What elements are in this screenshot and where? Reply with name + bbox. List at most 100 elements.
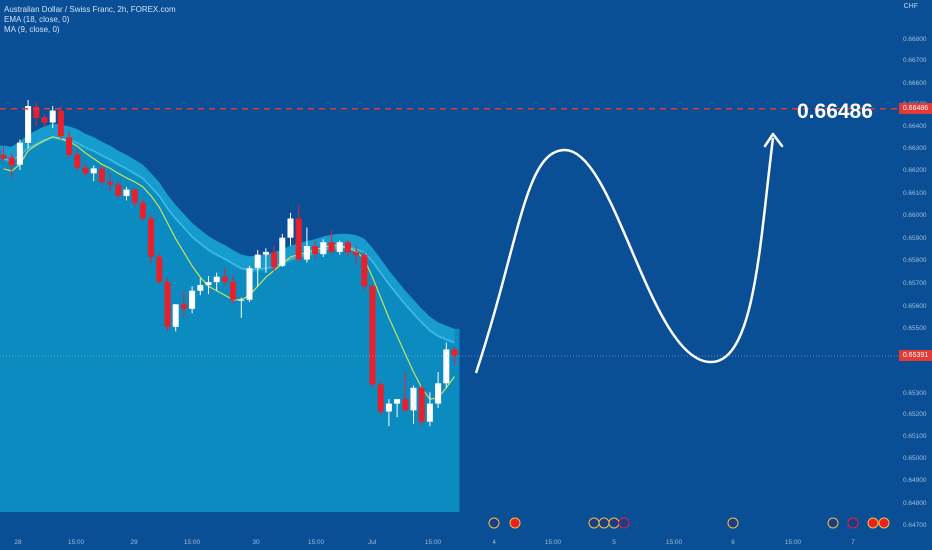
candle — [418, 385, 425, 427]
candle-body — [336, 242, 343, 252]
candle — [279, 233, 286, 268]
y-tick-label: 0.65300 — [903, 390, 927, 397]
candle-body — [41, 117, 48, 123]
candle-body — [205, 282, 212, 286]
candle-body — [0, 154, 7, 159]
candle — [328, 230, 335, 255]
candle-body — [295, 218, 302, 260]
x-tick-label: 15:00 — [308, 539, 325, 546]
x-tick-label: 15:00 — [545, 539, 562, 546]
candle — [74, 148, 81, 172]
candle — [180, 290, 187, 318]
x-tick-label: 28 — [14, 539, 22, 546]
candle — [312, 241, 319, 260]
candle — [262, 248, 269, 273]
y-tick-label: 0.64900 — [903, 477, 927, 484]
candle — [148, 215, 155, 264]
candle — [271, 245, 278, 273]
candle-body — [156, 256, 163, 282]
candle-body — [377, 384, 384, 412]
flag-icon — [608, 517, 620, 529]
ema-line — [3, 136, 455, 344]
candle-body — [148, 218, 155, 257]
candle — [57, 105, 64, 140]
flag-icon — [598, 517, 610, 529]
candle-body — [172, 304, 179, 327]
candle — [221, 268, 228, 287]
ema-series — [3, 136, 455, 344]
history-area — [0, 123, 460, 512]
candle — [131, 188, 138, 208]
flag-icon — [488, 517, 500, 529]
flag-icon — [878, 517, 890, 529]
candle-body — [57, 110, 64, 137]
axis-currency: CHF — [903, 3, 918, 10]
ma-legend[interactable]: MA (9, close, 0) — [4, 25, 60, 34]
candles — [0, 99, 458, 427]
y-tick-label: 0.65600 — [903, 303, 927, 310]
flag-icon — [847, 517, 859, 529]
ma-line — [3, 136, 455, 400]
y-tick-label: 0.66100 — [903, 190, 927, 197]
candle-body — [74, 154, 81, 168]
candle — [385, 399, 392, 427]
candle-body — [221, 276, 228, 282]
candle — [320, 239, 327, 257]
candle-body — [189, 290, 196, 309]
candle — [402, 372, 409, 411]
candle — [426, 392, 433, 427]
candle-body — [328, 242, 335, 252]
target-price-tag: 0.66486 — [899, 103, 932, 115]
x-tick-label: 15:00 — [184, 539, 201, 546]
y-tick-label: 0.65100 — [903, 433, 927, 440]
x-tick-label: Jul — [368, 539, 377, 546]
y-tick-label: 0.66800 — [903, 36, 927, 43]
candle — [172, 304, 179, 332]
candle — [254, 250, 261, 287]
candle — [230, 274, 237, 305]
candle — [353, 245, 360, 264]
candle-body — [369, 286, 376, 385]
y-tick-label: 0.65700 — [903, 280, 927, 287]
candle — [336, 240, 343, 255]
y-tick-label: 0.65800 — [903, 257, 927, 264]
candle — [435, 372, 442, 409]
flag-icon — [827, 517, 839, 529]
candle-body — [25, 106, 32, 143]
candle — [287, 212, 294, 246]
ma-series — [3, 136, 455, 400]
flag-icon — [618, 517, 630, 529]
candle-body — [303, 246, 310, 260]
candle — [410, 385, 417, 424]
current-price-tag: 0.65391 — [899, 350, 932, 362]
candle-body — [312, 246, 319, 255]
candle-body — [213, 276, 220, 283]
y-tick-label: 0.66300 — [903, 145, 927, 152]
x-tick-label: 15:00 — [425, 539, 442, 546]
candle-body — [344, 242, 351, 253]
chart-legend: Australian Dollar / Swiss Franc, 2h, FOR… — [4, 5, 176, 35]
candle — [394, 399, 401, 418]
candle — [82, 163, 89, 177]
flag-icon — [727, 517, 739, 529]
candle — [164, 277, 171, 332]
projection-curve — [474, 137, 775, 374]
candle — [443, 342, 450, 388]
symbol-title[interactable]: Australian Dollar / Swiss Franc, 2h, FOR… — [4, 5, 176, 14]
y-tick-label: 0.65900 — [903, 235, 927, 242]
candle — [123, 186, 130, 201]
candle — [377, 381, 384, 415]
ema-legend[interactable]: EMA (18, close, 0) — [4, 15, 70, 24]
event-markers — [488, 517, 890, 529]
candle-body — [435, 383, 442, 404]
candle-body — [98, 168, 105, 182]
y-tick-label: 0.65000 — [903, 455, 927, 462]
x-tick-label: 7 — [851, 539, 855, 546]
target-price-label: 0.66486 — [797, 100, 873, 123]
history-fill — [0, 123, 460, 512]
candle-body — [385, 403, 392, 412]
candle — [238, 297, 245, 318]
x-tick-label: 15:00 — [68, 539, 85, 546]
x-tick-label: 4 — [492, 539, 496, 546]
